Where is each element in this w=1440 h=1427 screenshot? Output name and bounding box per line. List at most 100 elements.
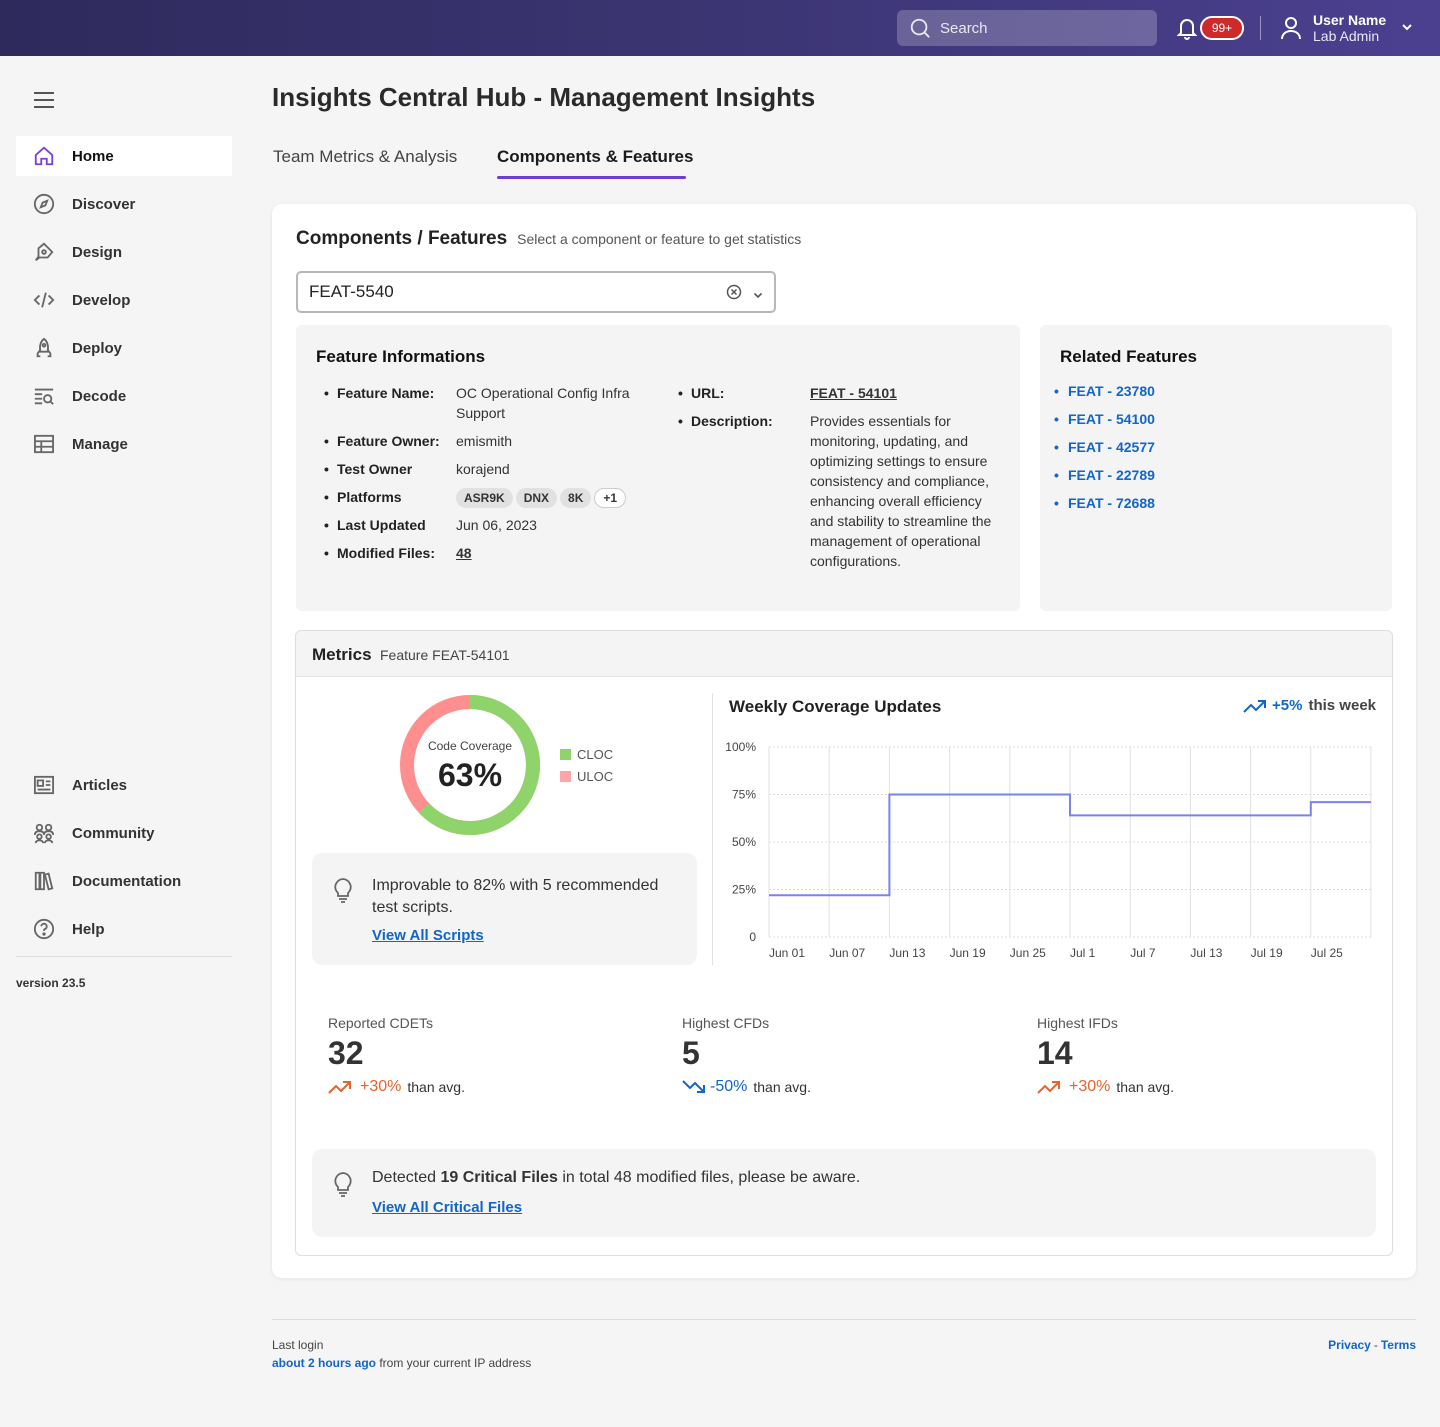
feature-owner-label: Feature Owner: <box>324 431 440 451</box>
feature-name-value: OC Operational Config Infra Support <box>456 385 630 421</box>
stat-suffix: than avg. <box>753 1079 811 1095</box>
related-feature-link[interactable]: FEAT - 72688 <box>1054 495 1155 511</box>
related-feature-link[interactable]: FEAT - 54100 <box>1054 411 1155 427</box>
header-divider <box>1260 16 1261 40</box>
page-title: Insights Central Hub - Management Insigh… <box>272 82 816 112</box>
tip-text: Improvable to 82% with 5 recommended tes… <box>372 877 659 916</box>
url-label: URL: <box>678 383 725 403</box>
trend-up-icon <box>1037 1081 1060 1094</box>
view-all-critical-files-link[interactable]: View All Critical Files <box>372 1199 523 1216</box>
last-login-label: Last login <box>272 1338 324 1352</box>
sidebar-item-decode[interactable]: Decode <box>16 376 232 416</box>
stat-trend: +30% than avg. <box>1037 1078 1174 1096</box>
feature-select[interactable]: FEAT-5540 <box>296 271 776 313</box>
stat-value: 32 <box>328 1035 364 1071</box>
tab-components-features[interactable]: Components & Features <box>497 147 694 166</box>
x-tick-label: Jun 25 <box>1010 946 1046 960</box>
sidebar-item-manage[interactable]: Manage <box>16 424 232 464</box>
sidebar-divider <box>16 956 232 957</box>
search-icon <box>910 18 930 38</box>
view-all-scripts-link[interactable]: View All Scripts <box>372 927 484 944</box>
platform-more-chip[interactable]: +1 <box>594 488 627 508</box>
sidebar-item-label: Discover <box>72 195 136 213</box>
metrics-subheading: Feature FEAT-54101 <box>380 647 510 663</box>
description-label: Description: <box>678 411 773 431</box>
sidebar-item-label: Documentation <box>72 872 182 890</box>
modified-files-label: Modified Files: <box>324 543 435 563</box>
x-tick-label: Jun 19 <box>950 946 986 960</box>
related-heading: Related Features <box>1060 347 1197 366</box>
critical-files-text: Detected 19 Critical Files in total 48 m… <box>372 1169 860 1187</box>
sidebar-item-documentation[interactable]: Documentation <box>16 861 232 901</box>
test-owner-label: Test Owner <box>324 459 412 479</box>
footer-separator: - <box>1373 1338 1378 1352</box>
sidebar-item-home[interactable]: Home <box>16 136 232 176</box>
stat-ifds: Highest IFDs 14 +30% than avg. <box>1037 1015 1174 1096</box>
search-placeholder: Search <box>940 19 988 37</box>
last-login-time: about 2 hours ago <box>272 1356 377 1370</box>
sidebar-item-label: Help <box>72 920 105 938</box>
components-heading: Components / Features <box>296 228 508 249</box>
sidebar-item-articles[interactable]: Articles <box>16 765 232 805</box>
search-list-icon <box>32 384 56 408</box>
tab-team-metrics[interactable]: Team Metrics & Analysis <box>273 147 458 166</box>
help-icon <box>32 917 56 941</box>
metrics-panel: Metrics Feature FEAT-54101 Code Coverage… <box>295 630 1393 1256</box>
x-tick-label: Jul 19 <box>1251 946 1283 960</box>
url-link[interactable]: FEAT - 54101 <box>810 385 897 401</box>
chart-title: Weekly Coverage Updates <box>729 697 942 716</box>
stat-suffix: than avg. <box>1116 1079 1174 1095</box>
coverage-line-chart: 100% 75% 50% 25% 0 Jun 01 Jun 07 Jun 13 Jun 19 Ju… <box>725 740 1372 960</box>
components-header: Components / Features Select a component… <box>296 228 801 250</box>
stat-change: +30% <box>360 1078 402 1095</box>
chevron-down-icon[interactable] <box>752 286 764 306</box>
related-feature-link[interactable]: FEAT - 23780 <box>1054 383 1155 399</box>
sidebar-item-community[interactable]: Community <box>16 813 232 853</box>
y-tick-label: 25% <box>732 883 756 897</box>
footer-links: Privacy - Terms <box>1328 1338 1416 1352</box>
user-role: Lab Admin <box>1313 28 1380 44</box>
user-avatar-icon[interactable] <box>1280 16 1302 45</box>
search-input[interactable]: Search <box>897 10 1157 46</box>
chevron-down-icon[interactable] <box>1400 20 1414 39</box>
stat-value: 14 <box>1037 1035 1073 1071</box>
y-tick-label: 100% <box>725 740 756 754</box>
legend-swatch-cloc <box>560 749 571 760</box>
components-subheading: Select a component or feature to get sta… <box>517 231 802 247</box>
sidebar-item-develop[interactable]: Develop <box>16 280 232 320</box>
notifications-bell-icon[interactable] <box>1175 15 1199 46</box>
related-feature-link[interactable]: FEAT - 22789 <box>1054 467 1155 483</box>
hamburger-menu-icon[interactable] <box>33 91 55 114</box>
legend-label: ULOC <box>577 769 614 784</box>
related-feature-link[interactable]: FEAT - 42577 <box>1054 439 1155 455</box>
user-menu[interactable]: User Name Lab Admin <box>1313 12 1386 44</box>
sidebar-item-design[interactable]: Design <box>16 232 232 272</box>
trend-down-icon <box>682 1080 705 1093</box>
privacy-link[interactable]: Privacy <box>1328 1338 1371 1352</box>
related-features-panel: Related Features FEAT - 23780 FEAT - 541… <box>1040 325 1392 611</box>
modified-files-link[interactable]: 48 <box>456 545 472 561</box>
chart-trend-value: +5% <box>1272 697 1303 714</box>
feature-name-label: Feature Name: <box>324 383 434 403</box>
compass-icon <box>32 192 56 216</box>
footer-divider <box>272 1319 1416 1320</box>
coverage-series-line <box>769 793 1371 897</box>
stat-suffix: than avg. <box>407 1079 465 1095</box>
platform-chip: DNX <box>515 488 558 508</box>
sidebar-item-label: Articles <box>72 776 128 794</box>
legend-label: CLOC <box>577 747 614 762</box>
terms-link[interactable]: Terms <box>1380 1338 1416 1352</box>
sidebar-item-deploy[interactable]: Deploy <box>16 328 232 368</box>
x-tick-label: Jul 25 <box>1311 946 1343 960</box>
coverage-label: Code Coverage <box>427 739 513 753</box>
critical-files-alert: Detected 19 Critical Files in total 48 m… <box>312 1149 1376 1237</box>
critical-count: 19 Critical Files <box>440 1169 558 1186</box>
sidebar-item-discover[interactable]: Discover <box>16 184 232 224</box>
stat-value: 5 <box>682 1035 700 1071</box>
version-label: version 23.5 <box>16 976 86 990</box>
sidebar-item-help[interactable]: Help <box>16 909 232 949</box>
x-tick-label: Jul 13 <box>1190 946 1222 960</box>
sidebar: Home Discover Design Develop Deploy Deco… <box>0 56 248 1427</box>
clear-icon[interactable] <box>726 284 742 305</box>
coverage-donut <box>400 695 540 835</box>
